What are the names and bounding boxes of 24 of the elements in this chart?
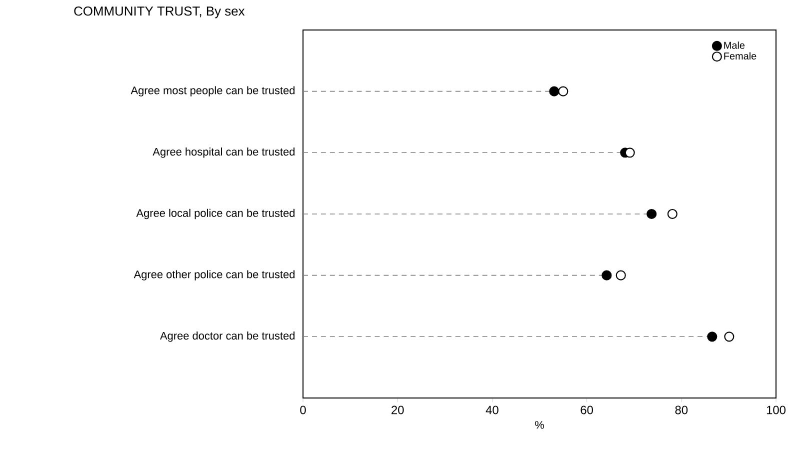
y-tick-label: Agree other police can be trusted [134,270,295,280]
x-tick-label: 20 [392,406,404,414]
x-tick-label: 100 [766,406,786,414]
point [667,208,678,220]
x-tick-label: 0 [300,406,306,414]
y-tick-label: Agree local police can be trusted [136,208,294,220]
point [724,332,734,342]
y-tick-label: Agree doctor can be trusted [160,332,295,342]
legend-label: Female [724,52,756,60]
point [624,148,635,158]
text: COMMUNITY TRUST, By sex [74,6,245,18]
point [707,332,718,342]
y-tick-label: Agree most people can be trusted [130,86,295,96]
point [616,270,626,280]
legend-label: Male [724,42,745,49]
point [602,270,612,280]
point [549,86,560,96]
point [646,208,657,220]
x-axis-title: % [535,421,544,429]
y-tick-label: Agree hospital can be trusted [152,148,295,158]
x-tick-label: 80 [675,406,688,414]
point [558,86,568,96]
x-tick-label: 40 [486,406,498,414]
x-tick-label: 60 [580,406,593,414]
